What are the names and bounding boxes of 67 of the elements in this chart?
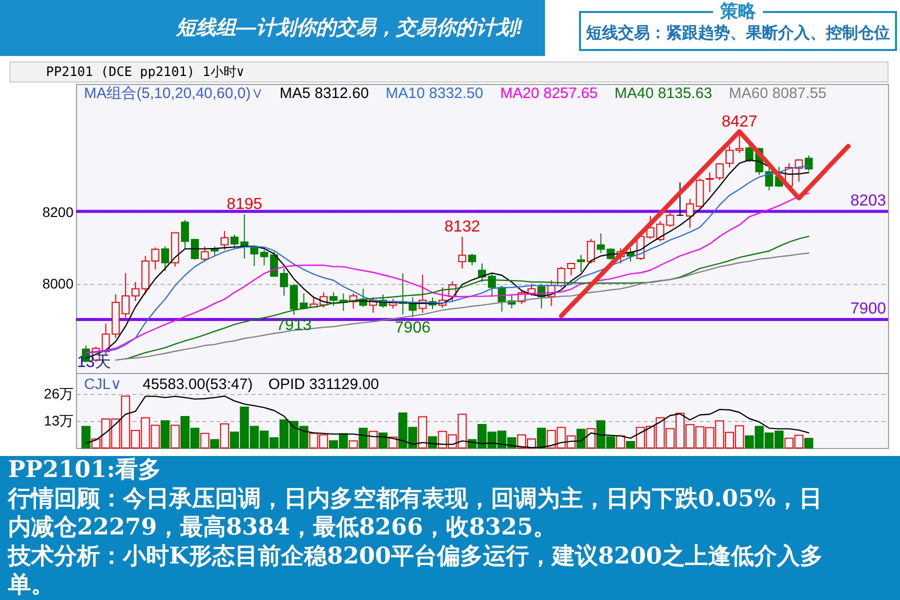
line-series: [115, 252, 810, 361]
text: 短线交易：紧跟趋势、果断介入、控制仓位: [585, 23, 890, 42]
candlestick: [210, 246, 219, 256]
line-series: [558, 129, 851, 318]
candlestick: [280, 268, 288, 296]
annotation: 8132: [444, 218, 480, 236]
text: 行情回顾：今日承压回调，日内多空都有表现，回调为主，日内下跌0.05%，日内减仓22279，最高8384，最低8266，收8325。: [7, 484, 822, 541]
candlestick: [478, 262, 486, 283]
candlestick: [577, 254, 586, 273]
text: MA40 8135.63: [614, 85, 712, 102]
annotation: 45583.00(53:47): [142, 376, 253, 393]
candlestick: [804, 154, 813, 172]
annotation: 8427: [722, 113, 758, 130]
annotation: 7906: [394, 319, 431, 336]
chart-title: PP2101 (DCE pp2101) 1小时∨: [46, 65, 244, 80]
y-tick-label: 8200: [42, 204, 74, 220]
text: 技术分析：小时K形态目前企稳8200平台偏多运行，建议8200之上逢低介入多单。: [7, 542, 824, 598]
y-tick-label: 8000: [42, 275, 74, 292]
text: 策略: [719, 1, 757, 21]
bar: [358, 428, 368, 448]
candlestick: [586, 238, 595, 264]
series-label: OPID 331129.00: [268, 376, 379, 393]
candlestick: [131, 282, 140, 302]
line-series: [124, 236, 810, 360]
candlestick: [716, 162, 724, 181]
candlestick: [161, 246, 170, 272]
candlestick: [220, 230, 229, 250]
y-tick-label: 13万: [44, 412, 74, 428]
candlestick: [180, 219, 189, 250]
annotation: 7913: [276, 316, 312, 334]
bar: [160, 420, 170, 448]
candlestick: [666, 212, 674, 228]
bar: [626, 441, 636, 448]
candlestick: [567, 262, 576, 276]
line-series: [85, 396, 810, 448]
candlestick: [706, 172, 714, 193]
y-tick-label: 26万: [44, 385, 74, 402]
bar: [378, 432, 388, 448]
ref-line-label: 8203: [850, 192, 886, 210]
text: MA60 8087.55: [728, 85, 826, 102]
candlestick: [458, 236, 466, 269]
bar: [576, 428, 586, 448]
text: MA5 8312.60: [280, 85, 369, 102]
candlestick: [686, 198, 694, 228]
text: MA20 8257.65: [500, 85, 598, 102]
candlestick: [726, 146, 734, 168]
candlestick: [200, 246, 209, 262]
bar: [804, 438, 814, 448]
annotation: 8195: [226, 196, 262, 214]
candlestick: [488, 272, 496, 298]
bar: [81, 426, 90, 448]
text: 短线组—计划你的交易，交易你的计划!: [175, 16, 523, 39]
candlestick: [122, 272, 130, 318]
bar: [210, 439, 220, 448]
legend-title: MA组合(5,10,20,40,60,0)∨: [84, 85, 263, 102]
candlestick: [329, 292, 338, 306]
candlestick: [468, 253, 476, 266]
candlestick: [765, 166, 774, 191]
ref-line-label: 7900: [850, 300, 886, 318]
bar: [536, 428, 546, 448]
candlestick: [230, 234, 238, 249]
candlestick: [290, 283, 298, 316]
legend-title: CJL∨: [84, 376, 122, 393]
text: PP2101:看多: [8, 456, 162, 483]
text: MA10 8332.50: [386, 85, 484, 102]
candlestick: [151, 246, 160, 270]
candlestick: [676, 182, 684, 217]
